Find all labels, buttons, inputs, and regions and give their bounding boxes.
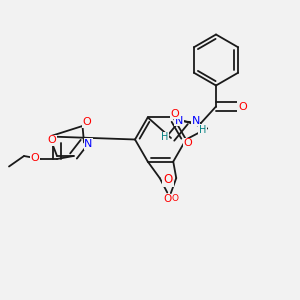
Text: N: N: [84, 139, 93, 149]
Text: O: O: [164, 173, 173, 186]
Text: O: O: [172, 194, 179, 203]
Text: N: N: [191, 116, 200, 126]
Text: O: O: [238, 101, 247, 112]
Text: N: N: [175, 116, 183, 126]
Text: H: H: [161, 132, 168, 142]
Text: O: O: [82, 117, 91, 128]
Text: O: O: [163, 173, 172, 186]
Text: H: H: [199, 124, 206, 135]
Text: O: O: [183, 138, 192, 148]
Text: O: O: [163, 176, 172, 185]
Text: O: O: [170, 109, 179, 119]
Text: O: O: [164, 194, 172, 204]
Text: O: O: [47, 135, 56, 145]
Text: O: O: [164, 176, 173, 186]
Text: O: O: [31, 153, 40, 163]
